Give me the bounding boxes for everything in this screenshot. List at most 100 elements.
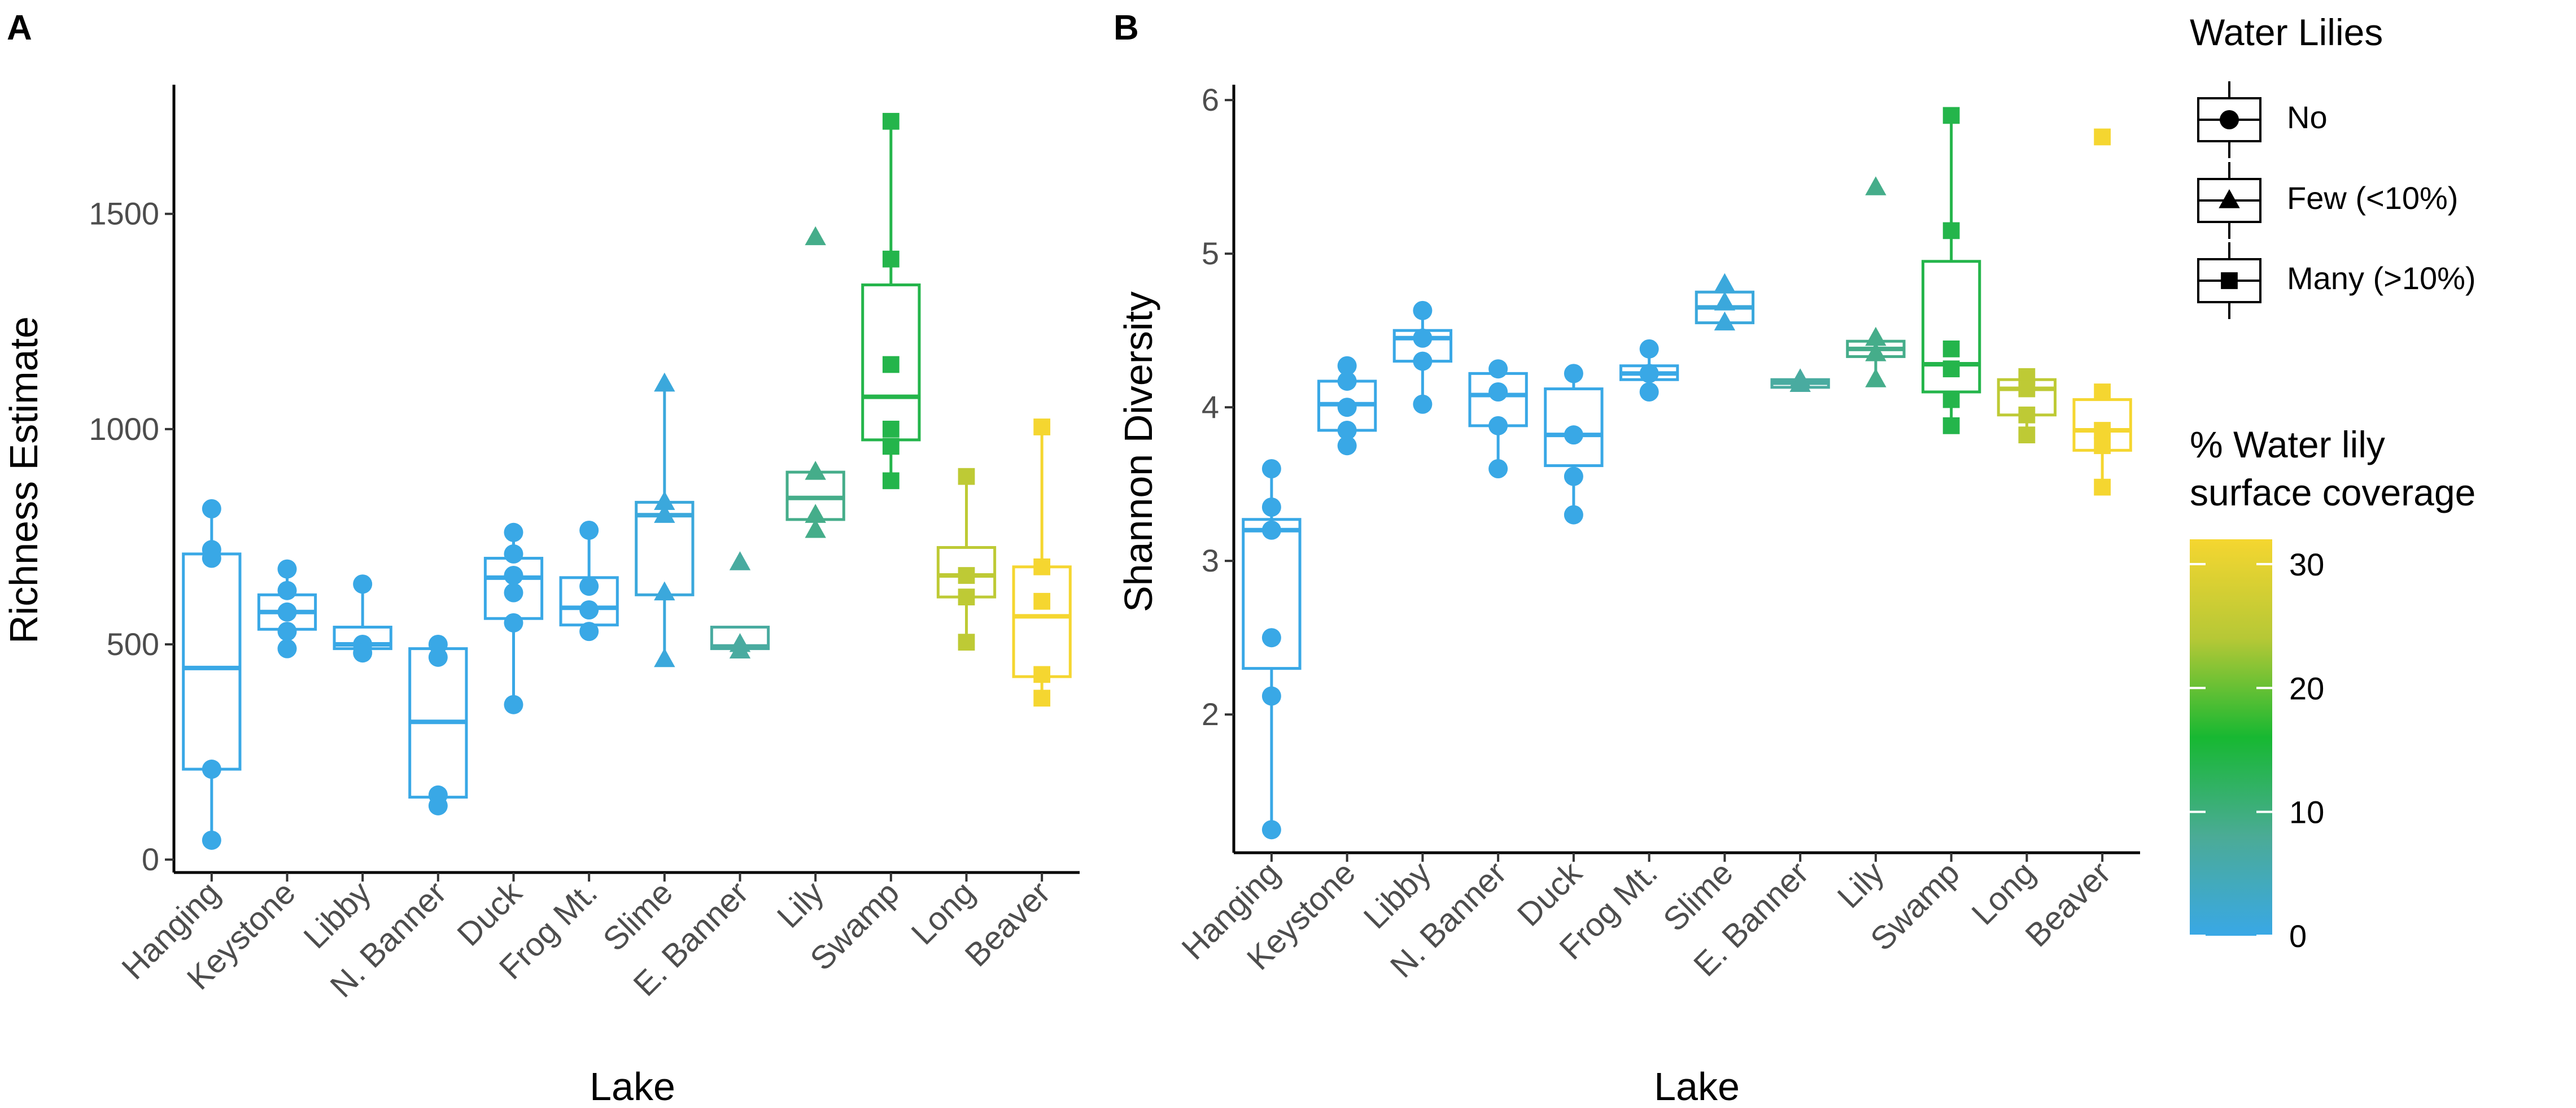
colorbar-tick-label-20: 20 [2289, 670, 2324, 706]
shannon-point-lily-4 [1865, 368, 1887, 387]
shannon-point-n-banner-3 [1488, 416, 1508, 435]
richness-point-beaver-3 [1033, 592, 1051, 610]
panel-b-y-axis-title: Shannon Diversity [1116, 291, 1160, 612]
shannon-point-libby-4 [1413, 394, 1433, 414]
panel-a-y-axis-title: Richness Estimate [2, 316, 46, 644]
richness-point-keystone-2 [277, 581, 297, 600]
richness-point-frog-mt-3 [579, 600, 599, 620]
richness-point-keystone-1 [277, 559, 297, 579]
shannon-point-hanging-4 [1261, 628, 1281, 648]
coverage-legend-title-line2: surface coverage [2190, 472, 2475, 513]
richness-point-swamp-4 [882, 420, 900, 438]
richness-group-e-banner [710, 551, 770, 658]
shannon-point-e-banner-2 [1789, 373, 1811, 392]
richness-point-slime-5 [654, 648, 675, 668]
shannon-point-swamp-2 [1942, 222, 1960, 239]
richness-point-duck-1 [504, 522, 523, 542]
shannon-point-duck-1 [1564, 364, 1583, 383]
shannon-point-lily-2 [1865, 326, 1887, 346]
shannon-x-tick-label-beaver: Beaver [2018, 854, 2117, 954]
richness-point-duck-4 [504, 583, 523, 603]
shannon-group-n-banner [1468, 359, 1528, 478]
richness-point-libby-1 [353, 574, 373, 594]
shannon-point-libby-1 [1413, 300, 1433, 320]
coverage-legend-title-line1: % Water lily [2190, 424, 2385, 465]
shannon-point-long-2 [2018, 380, 2036, 398]
shannon-point-hanging-2 [1261, 498, 1281, 517]
shannon-point-long-4 [2018, 426, 2036, 444]
shannon-group-long [1997, 368, 2057, 444]
shannon-point-duck-4 [1564, 505, 1583, 525]
shannon-group-lily [1846, 176, 1906, 387]
panel-a-x-axis-title: Lake [590, 1065, 675, 1108]
richness-point-frog-mt-4 [579, 622, 599, 642]
richness-group-duck [483, 522, 544, 714]
shannon-point-keystone-5 [1337, 436, 1357, 456]
shannon-group-hanging [1242, 459, 1302, 840]
shannon-group-duck [1544, 364, 1604, 525]
shannon-point-slime-3 [1714, 311, 1736, 331]
richness-point-duck-2 [504, 544, 523, 564]
richness-point-beaver-5 [1033, 690, 1051, 707]
richness-group-frog-mt [559, 520, 619, 642]
richness-point-lily-3 [805, 504, 826, 523]
richness-point-beaver-2 [1033, 558, 1051, 575]
richness-point-e-banner-3 [729, 639, 751, 658]
shannon-box-duck [1544, 387, 1604, 468]
shannon-point-n-banner-2 [1488, 382, 1508, 402]
shannon-group-frog-mt [1619, 339, 1679, 402]
shannon-y-tick-label-3: 3 [1202, 543, 1219, 578]
richness-point-n-banner-2 [428, 647, 448, 667]
shannon-point-n-banner-4 [1488, 459, 1508, 478]
coverage-colorbar [2190, 539, 2272, 936]
shannon-point-n-banner-1 [1488, 359, 1508, 379]
richness-group-n-banner [408, 634, 468, 815]
shannon-point-libby-2 [1413, 328, 1433, 348]
richness-point-keystone-5 [277, 639, 297, 658]
richness-point-hanging-4 [202, 760, 221, 779]
shannon-point-duck-3 [1564, 466, 1583, 486]
colorbar-tick-label-0: 0 [2289, 918, 2307, 954]
shannon-point-keystone-2 [1337, 371, 1357, 391]
richness-group-keystone [257, 559, 317, 658]
legend-key-many-10 [2197, 242, 2261, 319]
richness-box-beaver [1012, 565, 1072, 678]
shannon-point-hanging-3 [1261, 520, 1281, 540]
richness-point-swamp-2 [882, 250, 900, 268]
shannon-point-swamp-6 [1942, 417, 1960, 434]
richness-point-n-banner-4 [428, 796, 448, 815]
coverage-color-legend: % Water lily surface coverage 0 10 20 30 [2190, 424, 2475, 954]
richness-point-duck-6 [504, 695, 523, 714]
richness-point-slime-4 [654, 581, 675, 601]
shannon-point-lily-3 [1865, 342, 1887, 361]
shannon-y-tick-label-2: 2 [1202, 696, 1219, 732]
richness-point-keystone-4 [277, 622, 297, 642]
shannon-point-frog-mt-3 [1639, 382, 1659, 402]
richness-point-lily-1 [805, 226, 826, 246]
shannon-point-hanging-5 [1261, 686, 1281, 706]
shannon-point-swamp-5 [1942, 391, 1960, 408]
water-lilies-legend-keys [2197, 81, 2261, 319]
richness-point-swamp-6 [882, 472, 900, 490]
richness-y-tick-label-1500: 1500 [89, 196, 159, 232]
shannon-y-tick-label-5: 5 [1202, 235, 1219, 271]
richness-point-e-banner-1 [729, 551, 751, 570]
richness-point-duck-3 [504, 566, 523, 586]
shannon-point-swamp-4 [1942, 360, 1960, 378]
shannon-box-hanging [1242, 518, 1302, 670]
shannon-point-beaver-1 [2094, 128, 2111, 146]
legend-key-shape-square [2221, 272, 2238, 289]
shannon-point-frog-mt-1 [1639, 339, 1659, 359]
richness-group-slime [635, 372, 695, 668]
richness-point-lily-4 [805, 518, 826, 538]
richness-group-swamp [861, 112, 921, 490]
shannon-point-lily-1 [1865, 176, 1887, 195]
richness-point-swamp-3 [882, 356, 900, 373]
shannon-y-tick-label-6: 6 [1202, 82, 1219, 117]
shannon-point-beaver-3 [2094, 422, 2111, 439]
colorbar-tick-label-10: 10 [2289, 795, 2324, 830]
richness-point-frog-mt-1 [579, 520, 599, 540]
legend-label-no: No [2287, 99, 2328, 135]
richness-point-long-3 [958, 588, 975, 606]
